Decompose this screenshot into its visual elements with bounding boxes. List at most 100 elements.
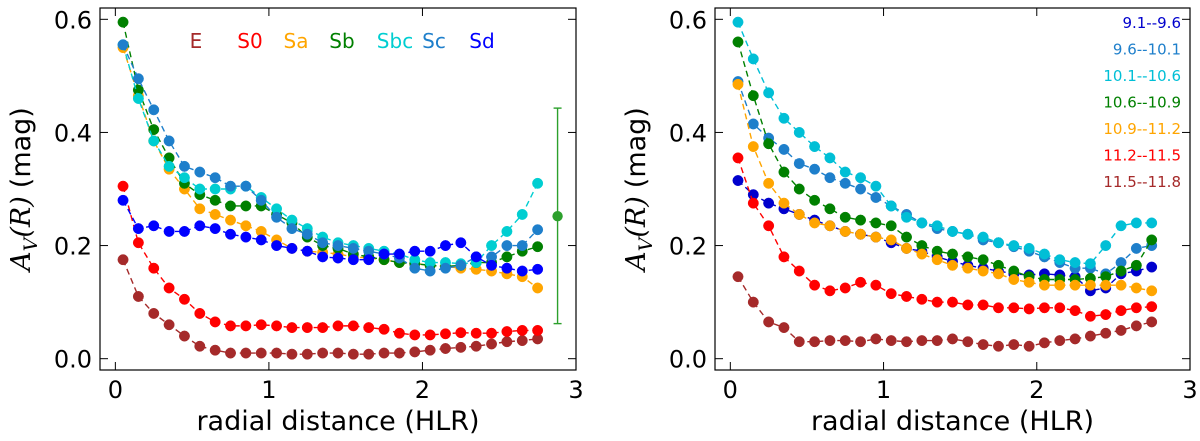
data-point (732, 36, 744, 48)
data-point (885, 288, 897, 300)
data-point (931, 335, 943, 347)
data-point (1100, 240, 1112, 252)
data-point (363, 348, 375, 360)
data-point (870, 180, 882, 192)
data-point (301, 348, 313, 360)
data-point (1069, 279, 1081, 291)
data-point (501, 326, 513, 337)
x-tick-label: 2 (1029, 376, 1044, 404)
data-point (271, 320, 283, 332)
error-bar-point (552, 210, 563, 222)
data-point (132, 223, 144, 235)
data-point (163, 160, 175, 172)
data-point (778, 197, 790, 209)
y-tick-label: 0.6 (54, 6, 92, 34)
data-point (240, 231, 252, 243)
plot-frame (714, 7, 1191, 371)
data-point (1023, 303, 1035, 315)
data-point (1100, 327, 1112, 339)
legend-entry: Sc (422, 29, 446, 53)
series-line (122, 259, 538, 355)
data-point (1054, 254, 1066, 266)
y-label-argument: (R) (6, 196, 37, 237)
data-point (1130, 320, 1142, 332)
data-point (931, 220, 943, 232)
data-point (271, 240, 283, 252)
legend-entry: 10.6--10.9 (1103, 94, 1181, 112)
data-point (163, 282, 175, 294)
data-point (286, 223, 298, 235)
series-line (737, 157, 1152, 317)
data-point (977, 339, 989, 350)
data-point (301, 322, 313, 334)
data-point (409, 245, 421, 257)
data-point (870, 231, 882, 243)
data-point (1130, 242, 1142, 254)
data-point (317, 322, 329, 334)
data-point (378, 347, 390, 359)
data-point (194, 203, 206, 215)
data-point (132, 73, 144, 85)
data-point (486, 240, 497, 252)
data-point (148, 307, 160, 319)
data-point (870, 333, 882, 345)
data-point (747, 296, 759, 308)
data-point (179, 293, 190, 305)
data-point (409, 346, 421, 358)
data-point (1023, 340, 1035, 352)
x-axis-ticks: 0 1 2 3 (108, 8, 584, 404)
legend-entry: Sb (329, 29, 354, 53)
data-point (855, 228, 867, 240)
y-label-unit: (mag) (6, 107, 37, 188)
data-point (931, 254, 943, 266)
data-point (1146, 217, 1158, 229)
data-point (179, 225, 190, 237)
data-point (809, 279, 821, 291)
series-10.9--11.2 (732, 78, 1158, 297)
data-point (1130, 259, 1142, 271)
data-point (393, 347, 405, 359)
data-point (763, 316, 775, 328)
data-point (732, 16, 744, 28)
data-point (1023, 276, 1035, 288)
data-point (117, 254, 129, 266)
data-point (240, 320, 252, 332)
data-point (393, 248, 405, 260)
plot-frame (99, 7, 577, 371)
data-point (132, 93, 144, 104)
data-point (271, 211, 283, 223)
data-point (1084, 310, 1096, 322)
series-line (122, 199, 538, 272)
data-point (1130, 302, 1142, 314)
y-axis-ticks: 0.0 0.2 0.4 0.6 (54, 6, 576, 374)
data-point (1130, 282, 1142, 294)
data-point (824, 220, 836, 232)
data-point (824, 203, 836, 215)
data-point (332, 320, 344, 332)
data-point (977, 299, 989, 311)
legend-entry: 11.2--11.5 (1103, 147, 1181, 165)
y-label-unit: (mag) (621, 107, 652, 188)
data-point (1146, 261, 1158, 273)
data-point (885, 234, 897, 246)
series-11.5--11.8 (732, 271, 1158, 352)
data-point (732, 78, 744, 90)
data-point (470, 251, 482, 263)
data-point (148, 262, 160, 274)
data-point (286, 242, 298, 254)
data-point (1100, 309, 1112, 321)
data-point (947, 225, 958, 237)
x-axis-ticks: 0 1 2 3 (723, 8, 1198, 404)
data-point (470, 327, 482, 339)
data-point (763, 220, 775, 232)
data-point (1115, 324, 1127, 336)
data-point (1038, 337, 1050, 349)
y-tick-label: 0.2 (669, 233, 707, 261)
x-tick-label: 0 (108, 376, 123, 404)
data-point (793, 209, 805, 220)
data-point (916, 248, 928, 260)
data-point (255, 194, 267, 206)
data-point (962, 336, 974, 348)
y-label-symbol: A (6, 251, 37, 274)
data-point (532, 224, 544, 236)
